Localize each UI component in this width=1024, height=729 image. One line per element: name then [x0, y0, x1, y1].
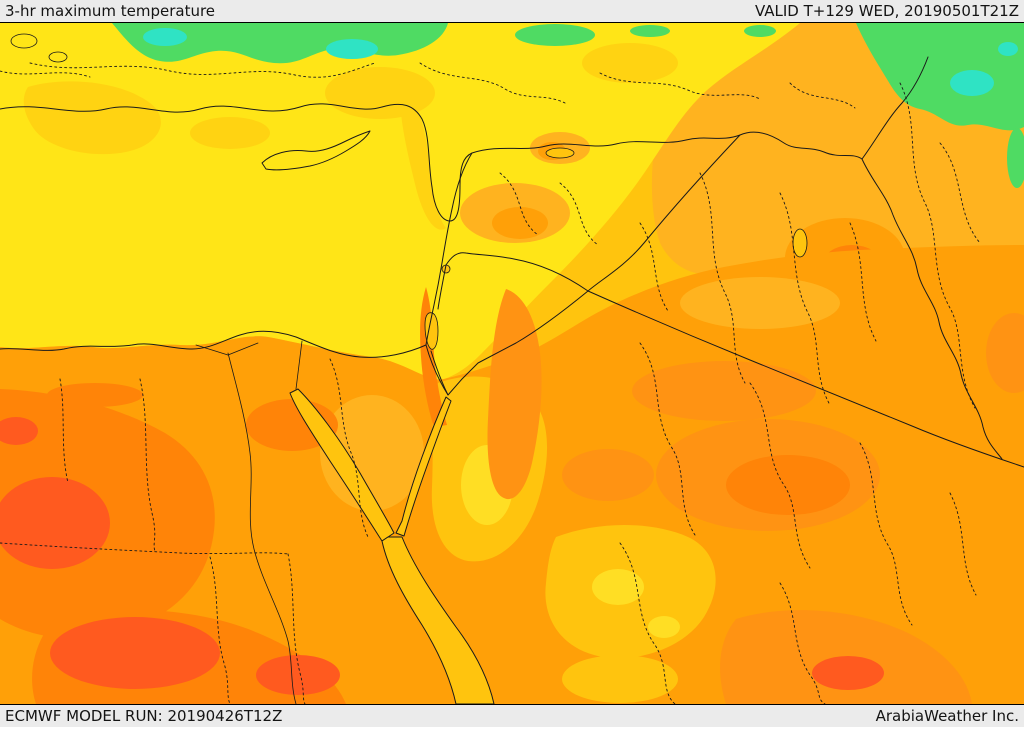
temp-core-red-bottom-right [812, 656, 884, 690]
border-iraq-saudi [587, 290, 1024, 468]
valid-time-label: VALID T+129 WED, 20190501T21Z [754, 2, 1019, 20]
temp-patch-right-edge-hot [986, 313, 1024, 393]
temp-patch-north-egypt-deep [47, 383, 143, 407]
temp-region-north-yellow [0, 23, 800, 380]
temperature-fill-layers [0, 23, 1024, 704]
turkey-lake-2 [48, 51, 68, 63]
temp-patch-anatolia-gold [325, 67, 435, 119]
temp-core-red-left-edge [0, 417, 38, 445]
admin-dotted-syria-2 [559, 182, 599, 246]
admin-dotted-iraq-4 [639, 222, 669, 312]
temp-region-green-northeast [856, 23, 1024, 131]
syria-lake [545, 147, 575, 159]
admin-dotted-egypt-4 [59, 378, 69, 484]
temp-spot-central-saudi-yellow-2 [648, 616, 680, 638]
temp-strip-border-hot [632, 361, 816, 421]
admin-dotted-saudi-2 [749, 382, 811, 569]
admin-dotted-saudi-5 [619, 542, 676, 704]
suez-canal [295, 340, 303, 390]
coastline-egypt [0, 330, 427, 358]
temp-patch-east-jordan-hot [487, 289, 542, 500]
admin-dotted-saudi-6 [779, 582, 826, 704]
temp-patch-central-turkey-gold [190, 117, 270, 149]
border-turkey-syria-iraq [471, 131, 863, 160]
admin-dotted-sinai [329, 358, 369, 538]
temp-patch-east-anatolia-gold [582, 43, 678, 83]
temp-core-red-south-egypt-2 [256, 655, 340, 695]
temp-spot-cyan-2 [326, 39, 378, 59]
temp-spot-cyan-4 [998, 42, 1018, 56]
temp-spot-cyan-1 [143, 28, 187, 46]
temp-core-red-west-egypt [0, 477, 110, 569]
turkey-lake-1 [10, 33, 38, 49]
admin-dotted-iraq-3 [849, 222, 877, 342]
credit-label: ArabiaWeather Inc. [875, 707, 1019, 725]
map-title: 3-hr maximum temperature [5, 2, 216, 20]
temp-patch-border-amber [680, 277, 840, 329]
footer-bar: ECMWF MODEL RUN: 20190426T12Z ArabiaWeat… [0, 704, 1024, 727]
rivers [195, 340, 303, 704]
border-jordan-rift-north [437, 264, 447, 310]
border-jordan-rift-south [430, 350, 449, 396]
red-sea [381, 536, 495, 704]
admin-dotted-iran-2 [939, 142, 981, 244]
admin-dotted-saudi-4 [949, 492, 977, 596]
admin-dotted-egypt-2 [287, 553, 306, 704]
coastlines-and-borders [0, 56, 1024, 468]
cyprus-island [261, 130, 371, 171]
temp-patch-green-small-1 [630, 25, 670, 37]
border-iraq-iran [861, 158, 1003, 460]
gulf-of-aqaba [395, 396, 452, 537]
border-syria-iraq [587, 134, 741, 292]
water-bodies [10, 33, 808, 704]
border-turkey-iran [861, 56, 929, 160]
temp-region-green-band-west [112, 23, 448, 64]
nile-river [227, 352, 297, 704]
coastline-syria-israel [425, 152, 473, 346]
admin-dotted-iraq-2 [779, 192, 831, 406]
temp-patch-green-small-2 [744, 25, 776, 37]
coastline-turkey-levant [0, 103, 473, 222]
temp-spot-central-saudi-yellow-1 [592, 569, 644, 605]
temp-patch-bottom-center-gold [562, 655, 678, 703]
temp-patch-north-saudi-deep [726, 455, 850, 515]
admin-dotted-egypt-5 [209, 556, 231, 704]
nile-delta-branch-east [227, 342, 259, 356]
admin-dotted-iran-1 [899, 82, 976, 409]
temperature-map [0, 23, 1024, 704]
temp-patch-hatay-gold [399, 83, 446, 230]
admin-dotted-turkey-4 [789, 82, 856, 109]
temp-patch-mid-saudi-hot [562, 449, 654, 501]
iraq-lake [792, 228, 808, 258]
admin-dotted-saudi-3 [859, 442, 913, 626]
admin-dotted-syria-1 [499, 172, 539, 236]
temp-spot-cyan-3 [950, 70, 994, 96]
temp-patch-taurus-gold [23, 81, 161, 155]
title-bar: 3-hr maximum temperature VALID T+129 WED… [0, 0, 1024, 23]
nile-delta-branch-west [195, 344, 229, 356]
admin-dotted-turkey-0 [0, 70, 91, 78]
admin-dotted-saudi-1 [639, 342, 696, 536]
temp-patch-green-mid [515, 24, 595, 46]
temperature-map-canvas [0, 23, 1024, 704]
admin-dotted-turkey-2 [419, 62, 566, 104]
border-jordan-iraq-syria [445, 252, 589, 292]
dead-sea [424, 312, 439, 350]
border-jordan-saudi [447, 290, 589, 396]
temp-patch-green-right-edge [1007, 128, 1024, 188]
temp-patch-syria-orange [492, 207, 548, 239]
admin-dotted-turkey-3 [599, 72, 761, 100]
model-run-label: ECMWF MODEL RUN: 20190426T12Z [5, 707, 283, 725]
temp-core-red-south-egypt [50, 617, 220, 689]
